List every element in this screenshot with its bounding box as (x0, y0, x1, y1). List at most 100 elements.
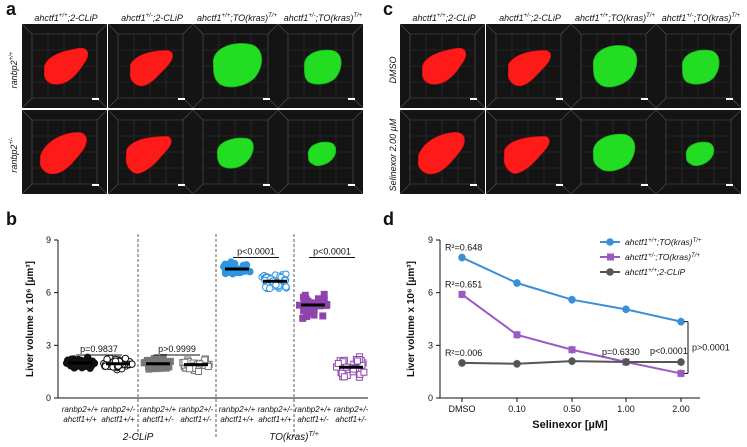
data-point (319, 312, 327, 320)
data-point (184, 357, 192, 365)
col-title: ahctf1+/-;2-CLiP (108, 13, 196, 23)
liver-3d-render-image (22, 24, 107, 108)
legend-marker (607, 253, 614, 261)
data-point (153, 360, 161, 368)
data-point (140, 359, 148, 367)
data-point (113, 362, 122, 371)
r-squared-label: R²=0.006 (445, 348, 482, 358)
data-point (333, 363, 341, 371)
data-point (78, 362, 86, 371)
data-point (184, 356, 192, 364)
data-point (306, 306, 314, 314)
data-point (157, 359, 165, 367)
data-point (187, 363, 195, 371)
data-point (112, 363, 120, 372)
data-point (66, 358, 75, 367)
data-point (80, 360, 88, 368)
data-point (181, 358, 189, 366)
data-point (70, 364, 78, 372)
data-point (155, 361, 163, 369)
data-point (236, 265, 244, 273)
data-point (358, 361, 366, 369)
data-point (236, 268, 245, 277)
data-point (103, 355, 111, 363)
x-tick-label: 0.50 (563, 404, 581, 414)
data-point (221, 269, 230, 278)
x-tick-label: 2.00 (672, 404, 690, 414)
data-point (308, 305, 316, 313)
data-point (357, 357, 365, 365)
liver-shape (685, 141, 715, 167)
data-point (149, 362, 157, 370)
data-point (269, 282, 277, 290)
liver-3d-render-image (400, 24, 485, 108)
liver-3d-render-image (108, 110, 193, 194)
data-point (74, 355, 83, 364)
data-point (222, 265, 230, 273)
col-title: ahctf1+/-;TO(kras)T/+ (656, 13, 746, 23)
data-point (355, 373, 363, 381)
data-point (304, 297, 312, 305)
x-tick-label: ranbp2+/- (334, 405, 369, 414)
data-point (260, 271, 268, 280)
data-point (106, 354, 114, 362)
data-point (276, 277, 284, 286)
data-point (201, 356, 209, 364)
col-title: ahctf1+/+;TO(kras)T/+ (192, 13, 282, 23)
liver-shape (592, 44, 638, 88)
data-point (265, 274, 274, 282)
scale-bar (348, 184, 355, 186)
data-point (277, 273, 285, 282)
data-point (513, 279, 521, 287)
p-value-label: p<0.0001 (313, 247, 351, 257)
data-point (150, 355, 158, 363)
col-title: ahctf1+/-;2-CLiP (486, 13, 574, 23)
x-tick-label: ahctf1+/- (142, 415, 174, 424)
data-point (339, 373, 347, 381)
data-point (302, 302, 310, 310)
data-point (246, 267, 254, 276)
data-point (88, 357, 97, 365)
data-point (242, 261, 251, 269)
data-point (274, 281, 283, 290)
liver-shape (216, 137, 254, 169)
data-point (152, 363, 160, 371)
data-point (622, 358, 630, 366)
x-tick-label: ranbp2+/- (258, 405, 293, 414)
data-point (223, 260, 232, 269)
liver-3d-render-image (400, 110, 485, 194)
x-tick-label: ranbp2+/+ (219, 405, 256, 414)
data-point (320, 299, 328, 307)
data-point (142, 359, 150, 367)
data-point (77, 356, 86, 365)
data-point (110, 357, 118, 366)
data-point (164, 357, 172, 365)
data-point (677, 317, 685, 326)
data-point (220, 263, 229, 271)
legend-label: ahctf1+/-;TO(kras)T/+ (625, 252, 700, 262)
data-point (271, 271, 280, 279)
data-point (85, 359, 93, 367)
data-point (242, 261, 251, 269)
r-squared-label: R²=0.651 (445, 279, 482, 289)
data-point (222, 265, 231, 273)
data-point (568, 346, 576, 354)
col-title-text: ahctf1+/-;2-CLiP (121, 13, 183, 23)
data-point (204, 363, 212, 371)
data-point (189, 359, 197, 367)
data-point (276, 272, 285, 280)
data-point (277, 279, 286, 287)
data-point (148, 356, 156, 364)
data-point (109, 363, 117, 371)
data-point (339, 358, 347, 366)
x-tick-label: ahctf1+/- (180, 415, 212, 424)
col-title-text: ahctf1+/-;TO(kras)T/+ (661, 13, 741, 23)
liver-3d-render-image (108, 24, 193, 108)
data-point (186, 360, 194, 368)
data-point (263, 273, 271, 281)
data-point (266, 284, 274, 293)
data-point (278, 271, 286, 279)
liver-3d-render-image (193, 110, 278, 194)
data-point (226, 268, 235, 277)
data-point (240, 262, 248, 270)
